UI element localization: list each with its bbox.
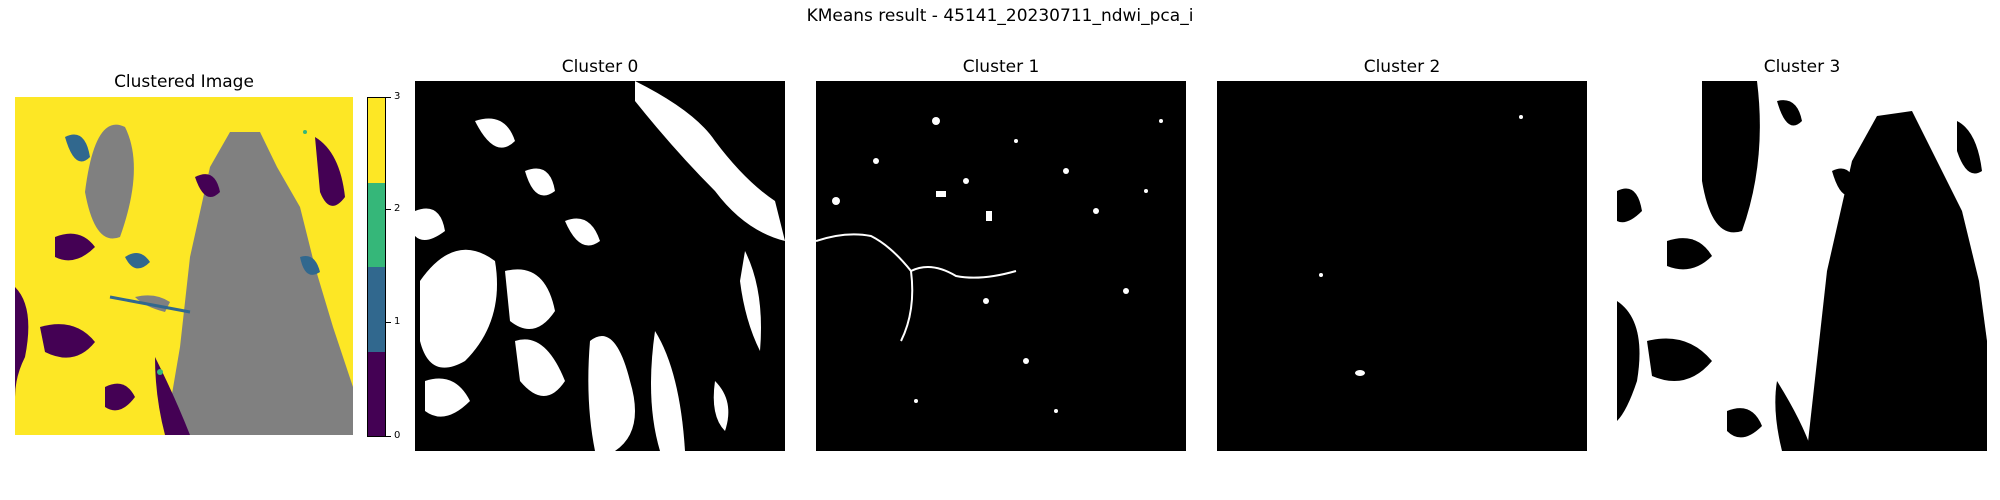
cluster-0-panel — [415, 81, 785, 451]
cluster-1-title: Cluster 1 — [962, 57, 1040, 77]
colorbar-segment-0 — [368, 351, 385, 436]
cluster-1-panel — [816, 81, 1186, 451]
colorbar-tick-1 — [386, 322, 391, 323]
colorbar-segment-3 — [368, 98, 385, 183]
clustered-image — [15, 97, 353, 435]
colorbar-segment-2 — [368, 182, 385, 267]
colorbar-tick-label-0: 0 — [394, 430, 401, 441]
colorbar-tick-0 — [386, 436, 391, 437]
cluster-2-panel — [1217, 81, 1587, 451]
cluster-3-panel — [1617, 81, 1987, 451]
colorbar-tick-label-1: 1 — [394, 316, 401, 327]
cluster-3-mask — [1617, 81, 1987, 451]
cluster-2-title: Cluster 2 — [1363, 57, 1441, 77]
colorbar — [367, 97, 386, 437]
cluster-2-mask — [1319, 115, 1523, 376]
clustered-image-title: Clustered Image — [114, 72, 254, 92]
colorbar-tick-label-3: 3 — [394, 91, 401, 102]
colorbar-tick-2 — [386, 209, 391, 210]
colorbar-tick-3 — [386, 97, 391, 98]
clustered-image-panel — [15, 97, 353, 435]
colorbar-tick-label-2: 2 — [394, 203, 401, 214]
cluster-1-mask — [816, 117, 1163, 413]
colorbar-segment-1 — [368, 267, 385, 352]
cluster-0-mask — [415, 81, 785, 451]
cluster-3-title: Cluster 3 — [1763, 57, 1841, 77]
cluster-0-title: Cluster 0 — [561, 57, 639, 77]
figure-suptitle: KMeans result - 45141_20230711_ndwi_pca_… — [806, 6, 1194, 26]
